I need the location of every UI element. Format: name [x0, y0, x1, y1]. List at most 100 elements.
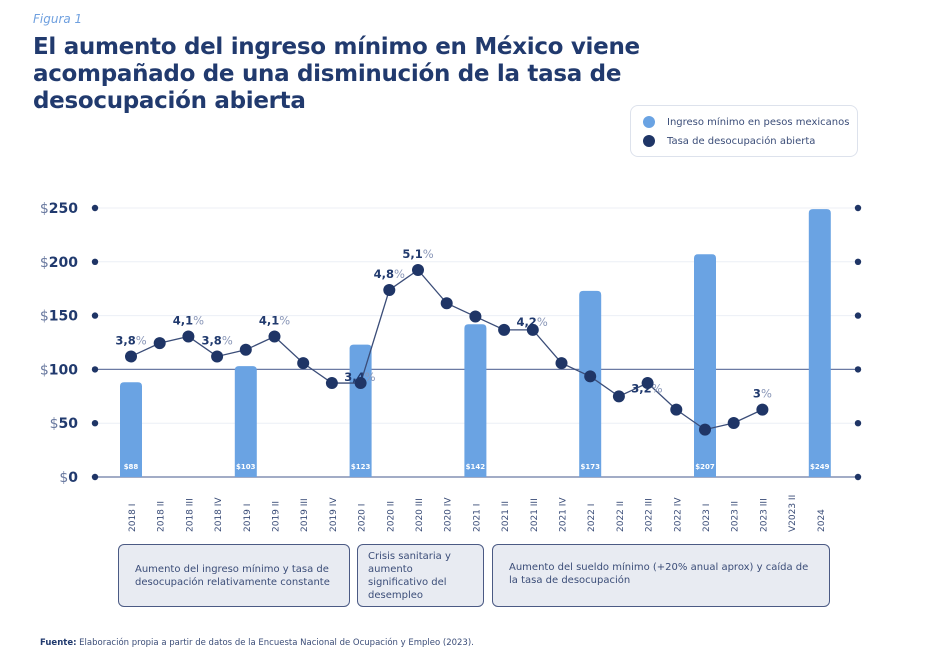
x-tick-label: 2020 IV [444, 497, 454, 532]
legend-label-unemployment: Tasa de desocupación abierta [667, 135, 816, 147]
bar-value-label: $249 [810, 463, 830, 471]
source-label: Fuente: [40, 638, 77, 648]
x-tick-label: 2018 II [157, 501, 167, 532]
y-tick-dot-left [91, 312, 99, 319]
rate-point [297, 357, 310, 370]
x-tick-label: V2023 II [788, 495, 798, 532]
chart-plot: $0 $50 $100 $150 $200 $250 $88 $103 $123 $142 $173… [40, 201, 862, 532]
chart-title: El aumento del ingreso mínimo en México … [33, 34, 640, 114]
source-note: Fuente: Elaboración propia a partir de d… [40, 638, 474, 648]
y-tick-dot-right [854, 312, 862, 319]
x-tick-label: 2019 III [300, 498, 310, 532]
legend-item-income: Ingreso mínimo en pesos mexicanos [643, 116, 849, 128]
source-text: Elaboración propia a partir de datos de … [76, 638, 474, 648]
rate-label: 4,1% [173, 314, 204, 328]
x-tick-label: 2021 I [472, 504, 482, 532]
rate-point [125, 350, 137, 363]
rate-label: 3% [753, 387, 772, 401]
rate-point [268, 330, 281, 343]
y-tick-dot-left [91, 258, 99, 265]
bar-value-label: $142 [466, 463, 486, 471]
annotation-text-3: Aumento del sueldo mínimo (+20% anual ap… [509, 562, 809, 586]
x-tick-label: 2018 IV [214, 497, 224, 532]
y-tick-label: $50 [50, 416, 79, 432]
rate-point [182, 330, 195, 343]
bar-value-label: $123 [351, 463, 371, 471]
rate-point [641, 377, 654, 390]
bar [579, 290, 602, 477]
rate-point [469, 310, 482, 323]
rate-point [325, 377, 338, 390]
bar-value-label: $103 [236, 463, 256, 471]
x-tick-label: 2019 I [243, 504, 253, 532]
rate-point [756, 403, 769, 416]
rate-point [526, 323, 539, 336]
y-tick-label: $250 [40, 201, 78, 217]
x-tick-label: 2022 IV [673, 497, 683, 532]
x-tick-label: 2024 [817, 509, 827, 532]
annotation-text-2: Crisis sanitaria y aumento significativo… [368, 550, 451, 601]
rate-point [699, 423, 711, 436]
x-tick-label: 2020 I [358, 504, 368, 532]
bar [349, 344, 372, 477]
annotation-box-3: Aumento del sueldo mínimo (+20% anual ap… [492, 544, 830, 607]
y-tick-dot-right [854, 473, 862, 481]
y-tick-label: $100 [40, 362, 78, 378]
x-tick-label: 2020 III [415, 498, 425, 532]
rate-point [412, 264, 424, 276]
x-tick-label: 2022 I [587, 504, 597, 532]
y-tick-dot-left [91, 204, 99, 212]
bar-value-label: $173 [580, 463, 600, 471]
rate-point [153, 337, 166, 350]
x-tick-label: 2019 IV [329, 497, 339, 532]
bar [464, 324, 487, 477]
x-tick-label: 2022 III [645, 498, 655, 532]
rate-point [727, 416, 740, 429]
rate-point [354, 377, 367, 390]
bar [120, 382, 142, 477]
bar [808, 209, 831, 478]
rate-point [239, 343, 252, 356]
y-tick-dot-left [91, 420, 99, 427]
rate-point [612, 390, 625, 403]
x-tick-label: 2019 II [272, 501, 282, 532]
y-tick-dot-left [91, 366, 99, 373]
bar [234, 366, 257, 477]
bar [694, 254, 716, 477]
x-tick-label: 2021 III [530, 498, 540, 532]
bar-value-label: $207 [695, 463, 715, 471]
rate-label: 5,1% [402, 247, 433, 261]
x-tick-label: 2018 I [128, 504, 138, 532]
rate-point [584, 370, 597, 383]
rate-label: 4,8% [374, 267, 405, 281]
legend-item-unemployment: Tasa de desocupación abierta [643, 135, 815, 147]
rate-label: 4,1% [259, 314, 290, 328]
rate-point [555, 357, 568, 370]
y-tick-dot-right [854, 420, 862, 427]
x-tick-label: 2023 I [702, 504, 712, 532]
rate-line [130, 269, 763, 431]
y-tick-label: $150 [40, 309, 78, 325]
rate-point [211, 350, 224, 363]
legend-swatch-unemployment [643, 135, 655, 147]
y-tick-label: $200 [40, 255, 78, 271]
y-tick-dot-right [854, 258, 862, 265]
x-tick-label: 2021 IV [559, 497, 569, 532]
y-tick-dot-right [854, 204, 862, 212]
rate-point [670, 403, 683, 416]
y-tick-dot-left [91, 473, 99, 481]
legend-swatch-income [643, 116, 655, 128]
x-tick-label: 2021 II [501, 501, 511, 532]
annotation-box-1: Aumento del ingreso mínimo y tasa de des… [118, 544, 350, 607]
rate-point [498, 323, 511, 336]
rate-label: 3,8% [115, 333, 146, 347]
x-tick-label: 2023 II [731, 501, 741, 532]
rate-point [383, 283, 396, 296]
figure-label: Figura 1 [33, 12, 83, 26]
rate-label: 3,8% [201, 333, 232, 347]
rate-point [440, 297, 453, 310]
legend-label-income: Ingreso mínimo en pesos mexicanos [667, 116, 850, 128]
annotation-box-2: Crisis sanitaria y aumento significativo… [357, 544, 484, 607]
x-tick-label: 2018 III [185, 498, 195, 532]
x-tick-label: 2023 III [759, 498, 769, 532]
